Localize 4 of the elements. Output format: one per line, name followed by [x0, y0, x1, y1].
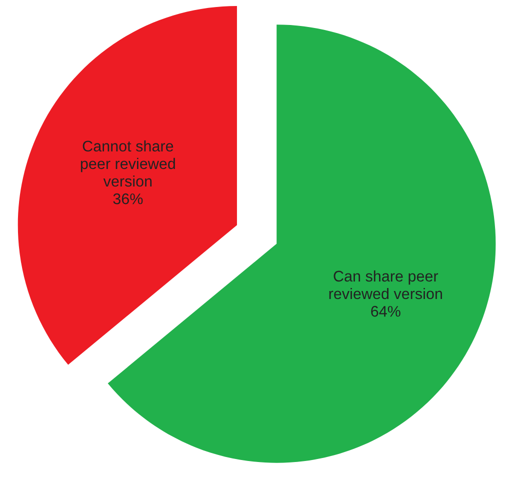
slice-label: Can share peer reviewed version	[329, 270, 442, 300]
data-label: 36%	[113, 193, 143, 204]
slice-label: Cannot share peer reviewed version	[80, 140, 175, 187]
data-label: 64%	[371, 306, 400, 317]
